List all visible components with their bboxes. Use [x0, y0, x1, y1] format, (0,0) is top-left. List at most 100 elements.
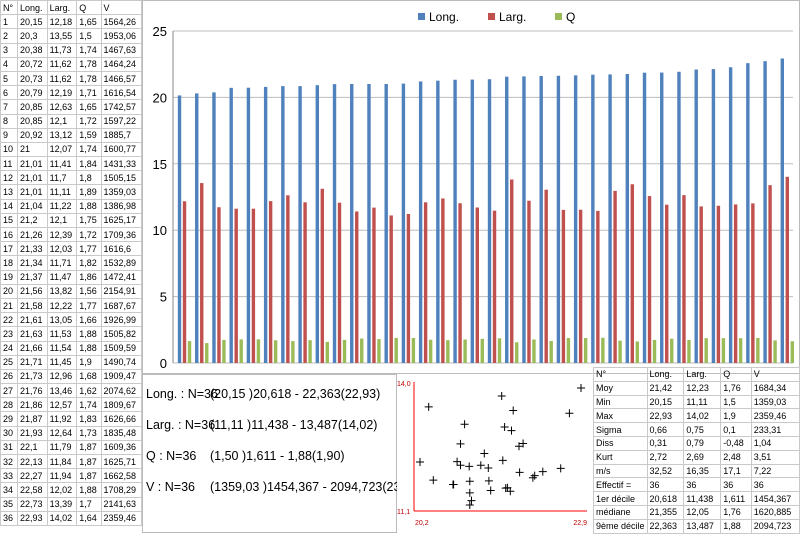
table-row: 9 20,92 13,12 1,59 1885,7	[0, 127, 143, 143]
scatter-point	[506, 487, 515, 496]
bar-larg	[665, 204, 669, 363]
cell: 1,89	[76, 184, 102, 200]
table-row: 11 21,01 11,41 1,84 1431,33	[0, 156, 143, 172]
bar-q	[566, 338, 571, 363]
stat-cell: Effectif =	[593, 477, 648, 493]
cell: 22,58	[17, 482, 48, 498]
bar-long	[487, 79, 492, 364]
scatter-point	[530, 471, 539, 480]
bar-long	[694, 69, 698, 363]
table-row: 19 21,37 11,47 1,86 1472,41	[0, 269, 143, 285]
summary-label: V : N=36	[146, 480, 195, 494]
cell: 21,71	[17, 354, 48, 370]
bar-larg	[561, 209, 566, 363]
cell: 18	[0, 255, 18, 271]
cell: 1809,67	[100, 397, 143, 413]
bar-long	[315, 85, 319, 364]
scatter-point	[500, 423, 509, 431]
legend-swatch	[418, 13, 425, 20]
cell: 21,87	[17, 411, 48, 427]
cell: 12,19	[46, 85, 78, 101]
cell: 1505,15	[100, 170, 143, 186]
bar-larg	[303, 202, 307, 363]
cell: 1,74	[76, 141, 102, 158]
cell: 34	[0, 482, 18, 498]
stat-cell: 9ème décile	[593, 518, 648, 534]
table-row: 30 21,93 12,64 1,73 1835,48	[0, 425, 143, 441]
bar-long	[608, 74, 612, 364]
scatter-point	[465, 501, 474, 509]
cell: 21,73	[17, 368, 48, 385]
scatter-point	[519, 439, 528, 448]
summary-label: Q : N=36	[146, 449, 197, 463]
summary-value: (1,50 )1,611 - 1,88(1,90)	[210, 449, 345, 463]
stat-cell: 20,15	[646, 394, 685, 410]
scatter-point	[509, 406, 518, 415]
cell: 1532,89	[100, 255, 143, 271]
cell: 1,59	[76, 127, 102, 143]
bar-long	[384, 83, 388, 364]
table-row: 17 21,33 12,03 1,77 1616,6	[0, 241, 143, 257]
stat-cell: V	[750, 367, 800, 382]
scatter-point	[484, 476, 493, 485]
cell: 1,82	[76, 255, 102, 271]
bar-larg	[578, 209, 583, 363]
scatter-point	[498, 456, 507, 465]
stat-cell: Long.	[646, 367, 685, 382]
bar-q	[532, 339, 536, 363]
cell: 1,78	[76, 70, 102, 87]
cell: 1,88	[76, 326, 102, 342]
bar-long	[728, 67, 733, 363]
cell: 1,78	[76, 56, 102, 72]
scatter-point	[465, 462, 474, 471]
bar-long	[677, 71, 681, 364]
cell: 4	[0, 56, 18, 72]
bar-long	[246, 87, 251, 364]
bar-q	[549, 340, 553, 363]
stat-cell: 14,02	[683, 408, 722, 424]
bar-q	[756, 338, 760, 363]
cell: 1,74	[76, 397, 102, 413]
cell: 2	[0, 28, 18, 44]
cell: Long.	[17, 0, 48, 16]
cell: 1,7	[76, 496, 102, 512]
scatter-xmin-label: 20,2	[415, 520, 429, 527]
scatter-point	[528, 473, 537, 482]
cell: 21,34	[17, 255, 48, 271]
table-row: 27 21,76 13,46 1,62 2074,62	[0, 383, 143, 399]
bar-long	[763, 61, 767, 364]
table-row: 13 21,01 11,11 1,89 1359,03	[0, 184, 143, 200]
stat-cell: 0,75	[683, 422, 722, 437]
summary-label: Long. : N=36	[146, 387, 218, 401]
cell: 21,63	[17, 326, 48, 342]
scatter-point	[480, 449, 489, 458]
legend-label: Larg.	[499, 10, 526, 24]
bar-long	[453, 79, 457, 364]
cell: 20,92	[17, 127, 48, 143]
bar-long	[625, 74, 629, 363]
cell: 1662,58	[100, 468, 143, 484]
scatter-point	[453, 457, 462, 466]
bar-larg	[596, 210, 600, 363]
cell: 1359,03	[100, 184, 143, 200]
cell: 11,11	[46, 184, 78, 200]
cell: 11,7	[46, 170, 78, 186]
cell: 1	[0, 14, 18, 30]
bar-larg	[492, 210, 497, 363]
bar-larg	[268, 201, 273, 363]
cell: 1708,29	[100, 482, 143, 498]
bar-q	[635, 341, 639, 363]
cell: 30	[0, 425, 18, 441]
bar-q	[239, 339, 243, 363]
cell: 36	[0, 510, 18, 526]
table-row: 18 21,34 11,71 1,82 1532,89	[0, 255, 143, 271]
stat-cell: 22,363	[646, 518, 685, 534]
cell: 21,2	[17, 212, 48, 229]
bar-larg	[510, 179, 514, 363]
bar-q	[205, 343, 209, 363]
cell: 1,56	[76, 283, 102, 299]
bar-larg	[716, 205, 721, 363]
cell: 2141,63	[100, 496, 143, 512]
bar-q	[670, 338, 674, 363]
table-row: 15 21,2 12,1 1,75 1625,17	[0, 212, 143, 229]
